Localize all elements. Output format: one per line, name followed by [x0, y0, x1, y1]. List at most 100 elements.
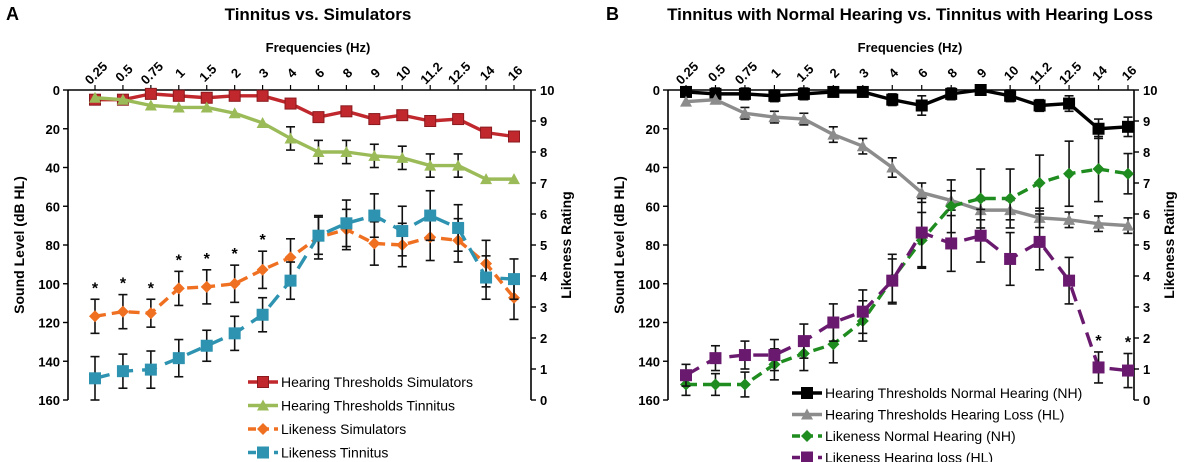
data-point	[256, 263, 269, 276]
x-tick-label: 1	[768, 65, 784, 81]
legend-item: Likeness Hearing loss (HL)	[792, 450, 993, 462]
x-tick-label: 0.5	[112, 61, 135, 84]
data-point	[452, 113, 465, 126]
data-point	[1063, 97, 1076, 110]
data-point	[116, 305, 129, 318]
left-tick-label: 20	[46, 122, 60, 137]
legend-item: Likeness Tinnitus	[248, 445, 388, 461]
right-tick-label: 6	[540, 207, 547, 222]
left-tick-label: 40	[46, 161, 60, 176]
data-point	[172, 282, 185, 295]
left-tick-label: 100	[638, 277, 660, 292]
data-point	[340, 105, 353, 118]
series-hearing-thresholds-tinnitus	[89, 91, 520, 185]
data-point	[974, 192, 987, 205]
left-tick-label: 120	[38, 316, 60, 331]
right-tick-label: 9	[1143, 114, 1150, 129]
left-tick-label: 140	[38, 354, 60, 369]
data-point	[452, 221, 465, 234]
data-point	[424, 115, 437, 127]
data-point	[1092, 361, 1105, 374]
data-point	[312, 229, 325, 242]
data-point	[738, 349, 751, 362]
data-point	[1063, 274, 1076, 287]
right-tick-label: 9	[540, 114, 547, 129]
data-point	[915, 99, 928, 112]
x-tick-label: 3	[856, 65, 872, 81]
series-line	[686, 167, 1129, 387]
data-point	[886, 274, 899, 287]
x-tick-label: 1.5	[793, 61, 816, 84]
x-tick-label: 0.25	[82, 59, 111, 88]
left-tick-label: 0	[53, 83, 60, 98]
data-point	[680, 369, 692, 382]
legend: Hearing Thresholds Simulators Hearing Thr…	[248, 374, 473, 461]
data-point	[945, 200, 958, 213]
legend-item: Hearing Thresholds Tinnitus	[248, 398, 455, 414]
y-axis-title-left: Sound Level (dB HL)	[611, 176, 627, 314]
data-point	[200, 280, 213, 293]
data-point	[116, 93, 129, 105]
significance-star: *	[120, 276, 127, 293]
legend-label: Hearing Thresholds Normal Hearing (NH)	[825, 385, 1082, 401]
y-axis-title-right: Likeness Rating	[1161, 191, 1177, 298]
left-tick-label: 40	[646, 161, 660, 176]
legend-label: Likeness Tinnitus	[281, 445, 388, 461]
data-point	[1004, 192, 1017, 205]
significance-star: *	[148, 280, 155, 297]
data-point	[915, 186, 928, 198]
chart-title: Tinnitus with Normal Hearing vs. Tinnitu…	[667, 5, 1153, 24]
legend-swatch-marker	[257, 423, 269, 435]
left-tick-label: 140	[638, 354, 660, 369]
data-point	[312, 146, 325, 157]
data-point	[284, 132, 297, 144]
data-point	[1122, 167, 1134, 180]
series-line	[685, 97, 1129, 228]
data-point	[89, 372, 101, 385]
x-tick-label: 1	[172, 65, 188, 81]
x-tick-label: 6	[915, 65, 931, 81]
data-point	[915, 226, 928, 239]
series-likeness-tinnitus	[89, 189, 520, 401]
x-tick-label: 12.5	[1056, 59, 1085, 88]
panel-label: A	[6, 4, 19, 24]
data-point	[1004, 252, 1017, 265]
significance-star: *	[1125, 335, 1132, 352]
data-point	[172, 352, 185, 365]
data-point	[396, 109, 409, 122]
legend-swatch-marker	[801, 430, 813, 442]
legend-item: Likeness Simulators	[248, 421, 406, 437]
legend-swatch-marker	[257, 399, 269, 411]
data-point	[738, 107, 751, 119]
series-line	[94, 96, 514, 181]
x-tick-label: 14	[477, 62, 498, 83]
series-hearing-thresholds-normal-hearing-nh-	[680, 84, 1134, 140]
data-point	[1004, 89, 1017, 102]
data-point	[827, 128, 840, 140]
data-point	[89, 91, 101, 103]
x-axis-title: Frequencies (Hz)	[858, 40, 963, 55]
series-line	[685, 88, 1129, 131]
data-point	[368, 113, 381, 126]
legend-swatch-marker	[257, 446, 269, 459]
y-axis-title-left: Sound Level (dB HL)	[11, 176, 27, 314]
right-tick-label: 8	[1143, 145, 1150, 160]
data-point	[172, 101, 185, 113]
data-point	[424, 159, 437, 171]
significance-star: *	[232, 246, 239, 263]
data-point	[340, 146, 353, 157]
chart-title: Tinnitus vs. Simulators	[225, 5, 412, 24]
legend: Hearing Thresholds Normal Hearing (NH) He…	[792, 385, 1082, 462]
x-tick-label: 12.5	[445, 59, 474, 88]
data-point	[144, 307, 157, 320]
left-tick-label: 60	[646, 199, 660, 214]
y-axis-title-right: Likeness Rating	[558, 191, 574, 298]
data-point	[508, 130, 520, 143]
x-tick-label: 2	[827, 65, 843, 81]
data-point	[256, 116, 269, 128]
right-tick-label: 2	[540, 331, 547, 346]
series-hearing-thresholds-hearing-loss-hl-	[680, 93, 1134, 235]
right-tick-label: 5	[540, 238, 547, 253]
x-tick-label: 9	[368, 65, 384, 81]
x-tick-label: 4	[885, 65, 901, 81]
